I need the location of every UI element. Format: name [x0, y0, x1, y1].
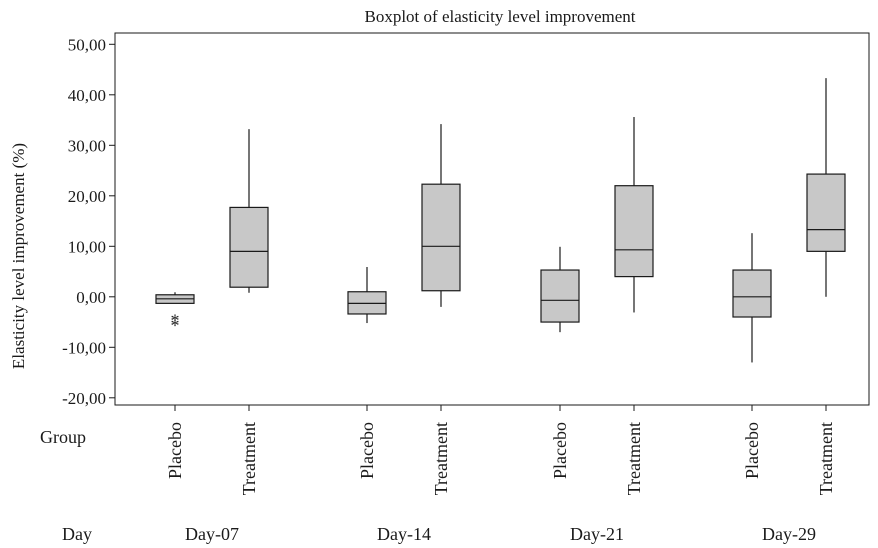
x-axis: Placebo Treatment Placebo Treatment Placebo T… [165, 405, 836, 544]
iqr-box [806, 173, 846, 252]
outlier-marker: * [171, 316, 180, 336]
y-tick-label: -20,00 [62, 389, 106, 408]
y-tick-label: -10,00 [62, 338, 106, 357]
group-label: Placebo [357, 422, 377, 479]
day-label: Day-21 [570, 524, 624, 544]
box-day-21-placebo [540, 246, 580, 333]
group-label: Treatment [816, 422, 836, 495]
y-tick-label: 0,00 [76, 288, 106, 307]
group-label: Placebo [550, 422, 570, 479]
iqr-box [540, 269, 580, 323]
iqr-box [229, 206, 269, 288]
box-day-29-treatment [806, 78, 846, 297]
day-row-label: Day [62, 524, 92, 544]
day-label: Day-14 [377, 524, 431, 544]
box-day-21-treatment [614, 117, 654, 313]
box-day-29-placebo [732, 233, 772, 363]
y-tick-label: 20,00 [68, 187, 106, 206]
day-label: Day-29 [762, 524, 816, 544]
y-axis-label: Elasticity level improvement (%) [9, 143, 28, 369]
chart-title: Boxplot of elasticity level improvement [365, 7, 636, 26]
y-tick-label: 50,00 [68, 35, 106, 54]
day-label: Day-07 [185, 524, 239, 544]
box-day-07-placebo: ** [155, 292, 195, 336]
y-axis: -20,00 -10,00 0,00 10,00 20,00 30,00 40,00 50,0… [62, 35, 115, 408]
group-label: Placebo [165, 422, 185, 479]
group-label: Treatment [239, 422, 259, 495]
plot-frame [114, 32, 870, 406]
box-day-07-treatment [229, 129, 269, 293]
group-label: Treatment [624, 422, 644, 495]
y-tick-label: 40,00 [68, 86, 106, 105]
box-day-14-treatment [421, 124, 461, 307]
iqr-box [732, 269, 772, 318]
outlier-marker: * [171, 311, 180, 331]
y-tick-label: 10,00 [68, 237, 106, 256]
y-tick-label: 30,00 [68, 136, 106, 155]
boxes: ** [155, 78, 846, 363]
group-row-label: Group [40, 427, 86, 447]
group-label: Placebo [742, 422, 762, 479]
iqr-box [421, 183, 461, 292]
box-day-14-placebo [347, 267, 387, 324]
group-label: Treatment [431, 422, 451, 495]
iqr-box [614, 185, 654, 278]
